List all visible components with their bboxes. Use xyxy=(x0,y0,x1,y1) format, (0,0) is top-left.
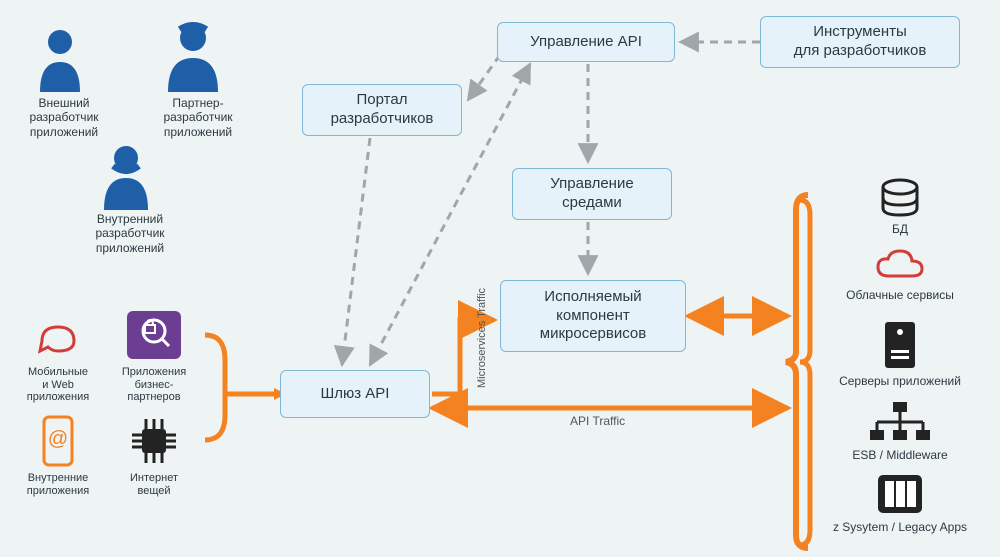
person-external-label: Внешнийразработчикприложений xyxy=(18,96,110,139)
person-internal xyxy=(95,140,157,217)
right-server: Серверы приложений xyxy=(820,320,980,388)
tile-mobile-web: Мобильныеи Webприложения xyxy=(14,306,102,404)
label-ms-traffic: Microservices Traffic xyxy=(476,288,488,388)
tile-biz-apps: Приложениябизнес-партнеров xyxy=(110,306,198,404)
person-internal-label: Внутреннийразработчикприложений xyxy=(82,212,178,255)
person-partner xyxy=(160,20,226,99)
box-dev-tools: Инструментыдля разработчиков xyxy=(760,16,960,68)
person-external xyxy=(30,24,90,99)
box-portal: Порталразработчиков xyxy=(302,84,462,136)
box-runtime: Исполняемыйкомпонентмикросервисов xyxy=(500,280,686,352)
right-cloud: Облачные сервисы xyxy=(820,248,980,302)
person-partner-label: Партнер-разработчикприложений xyxy=(150,96,246,139)
box-env-mgmt: Управлениесредами xyxy=(512,168,672,220)
tile-iot: Интернетвещей xyxy=(110,412,198,497)
right-db: БД xyxy=(820,178,980,236)
right-legacy: z Sysytem / Legacy Apps xyxy=(820,472,980,534)
svg-text:@: @ xyxy=(48,428,68,450)
tile-internal-apps: @ Внутренниеприложения xyxy=(14,412,102,497)
box-api-mgmt: Управление API xyxy=(497,22,675,62)
right-esb: ESB / Middleware xyxy=(820,400,980,462)
label-api-traffic: API Traffic xyxy=(570,414,625,428)
box-gateway: Шлюз API xyxy=(280,370,430,418)
